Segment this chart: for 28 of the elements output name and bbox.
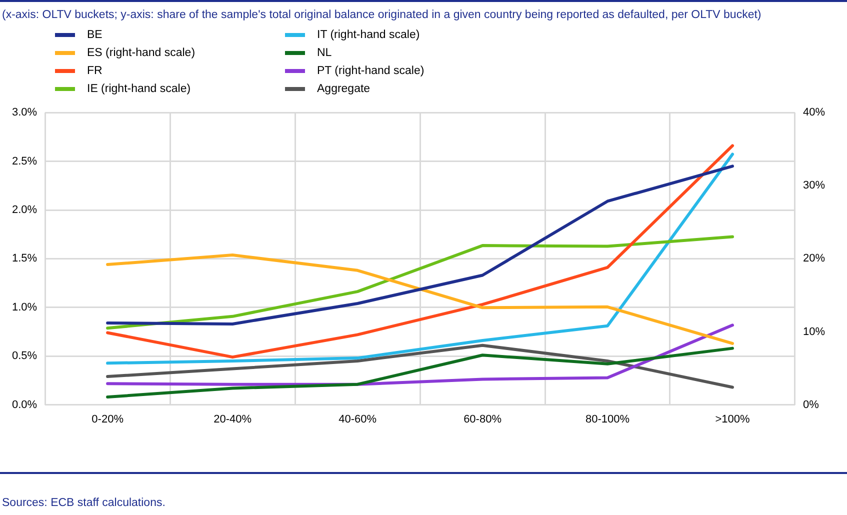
y-tick-label: 2.5% bbox=[12, 155, 38, 168]
legend-label: FR bbox=[87, 65, 102, 77]
x-tick-label: 40-60% bbox=[338, 413, 377, 426]
source-note: Sources: ECB staff calculations. bbox=[2, 497, 166, 509]
x-tick-label: >100% bbox=[715, 413, 750, 426]
x-tick-label: 20-40% bbox=[214, 413, 252, 426]
y-tick-label: 1.5% bbox=[12, 252, 38, 265]
y-tick-label: 1.0% bbox=[12, 301, 38, 314]
y2-tick-label: 30% bbox=[802, 180, 826, 192]
chart-subtitle: (x-axis: OLTV buckets; y-axis: share of the sample's total original balance originated in a given country being reported as defaulted, per OLTV bucket) bbox=[1, 8, 762, 22]
y-tick-label: 0.0% bbox=[12, 398, 38, 411]
x-tick-label: 60-80% bbox=[464, 413, 502, 426]
legend-label: IE (right-hand scale) bbox=[87, 83, 191, 95]
legend-label: ES (right-hand scale) bbox=[87, 47, 196, 59]
legend-label: NL bbox=[317, 47, 332, 59]
y-tick-label: 2.0% bbox=[12, 204, 38, 216]
y2-tick-label: 20% bbox=[802, 252, 826, 265]
y2-tick-label: 40% bbox=[802, 106, 826, 119]
x-tick-label: 0-20% bbox=[92, 413, 124, 426]
y2-tick-label: 10% bbox=[802, 326, 826, 338]
y2-tick-label: 0% bbox=[802, 398, 820, 411]
legend-label: IT (right-hand scale) bbox=[317, 29, 420, 41]
legend-label: Aggregate bbox=[317, 83, 370, 95]
x-tick-label: 80-100% bbox=[585, 413, 630, 426]
y-tick-label: 0.5% bbox=[12, 350, 38, 362]
y-tick-label: 3.0% bbox=[12, 106, 38, 119]
legend-label: BE bbox=[87, 29, 102, 41]
legend-label: PT (right-hand scale) bbox=[317, 65, 424, 77]
